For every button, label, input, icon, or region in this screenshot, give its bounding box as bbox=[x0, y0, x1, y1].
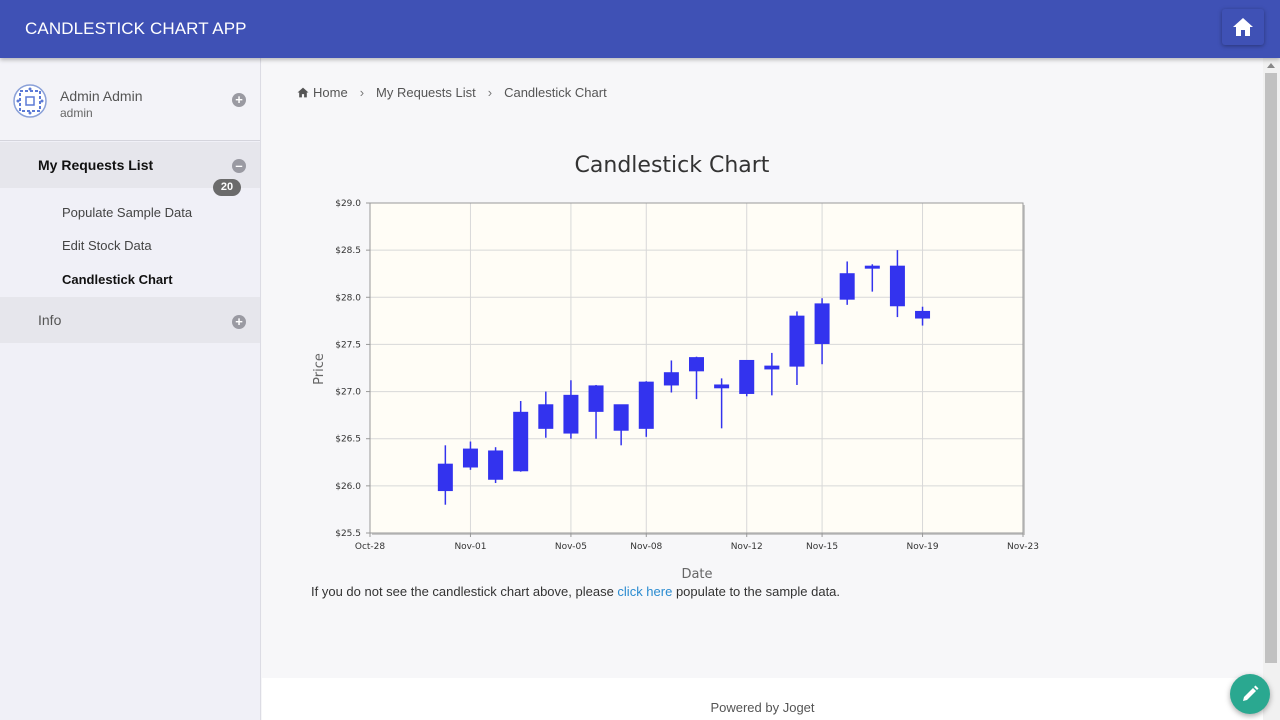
y-tick-label: $29.0 bbox=[335, 199, 361, 209]
candle-body bbox=[714, 384, 730, 389]
category-label: My Requests List bbox=[38, 157, 154, 173]
plot-border bbox=[369, 202, 1024, 534]
candle-body bbox=[513, 411, 529, 472]
home-icon bbox=[1233, 18, 1253, 36]
candle-body bbox=[462, 448, 478, 468]
chevron-right-icon: › bbox=[487, 85, 493, 100]
y-tick-label: $28.5 bbox=[335, 246, 361, 256]
y-tick-label: $25.5 bbox=[335, 529, 361, 539]
candle-body bbox=[915, 310, 931, 319]
populate-data-link[interactable]: click here bbox=[617, 584, 673, 599]
chevron-right-icon: › bbox=[359, 85, 365, 100]
app-title: CANDLESTICK CHART APP bbox=[25, 19, 247, 38]
x-tick-label: Nov-08 bbox=[630, 542, 662, 552]
candlestick-chart: Candlestick Chart $25.5 $26.0 $26.5 $27.0 $2… bbox=[312, 153, 1039, 580]
top-bar: CANDLESTICK CHART APP bbox=[0, 0, 1280, 58]
candle-body bbox=[488, 450, 504, 480]
x-tick-label: Oct-28 bbox=[355, 542, 386, 552]
breadcrumb-home-link[interactable]: Home bbox=[313, 85, 348, 100]
user-username: admin bbox=[60, 106, 93, 120]
candle-body bbox=[864, 265, 880, 269]
sidebar: Admin Admin admin + My Requests List – P… bbox=[0, 58, 261, 720]
home-icon bbox=[297, 87, 309, 98]
note-text-after: populate to the sample data. bbox=[672, 584, 841, 599]
candle-body bbox=[613, 404, 629, 431]
candle-body bbox=[889, 265, 905, 307]
x-tick-label: Nov-01 bbox=[454, 542, 486, 552]
sidebar-category-my-requests-list[interactable]: My Requests List – bbox=[0, 142, 260, 188]
x-tick-label: Nov-19 bbox=[907, 542, 939, 552]
count-badge: 20 bbox=[213, 179, 241, 196]
expand-plus-icon[interactable]: + bbox=[232, 315, 246, 329]
candle-body bbox=[689, 357, 704, 372]
candle-body bbox=[839, 273, 855, 300]
sample-data-note: If you do not see the candlestick chart … bbox=[311, 584, 840, 599]
y-tick-label: $26.0 bbox=[335, 482, 361, 492]
breadcrumb: Home › My Requests List › Candlestick Ch… bbox=[297, 85, 607, 100]
y-tick-label: $27.5 bbox=[335, 340, 361, 350]
sidebar-item-edit-stock-data[interactable]: Edit Stock Data bbox=[62, 238, 152, 253]
candle-body bbox=[538, 404, 554, 429]
x-tick-label: Nov-12 bbox=[731, 542, 763, 552]
candle-body bbox=[739, 359, 755, 394]
x-tick-label: Nov-23 bbox=[1007, 542, 1039, 552]
collapse-minus-icon[interactable]: – bbox=[232, 159, 246, 173]
sidebar-item-candlestick-chart[interactable]: Candlestick Chart bbox=[62, 272, 173, 287]
candle-body bbox=[814, 303, 830, 344]
sidebar-category-info[interactable]: Info + bbox=[0, 297, 260, 343]
candle-body bbox=[764, 365, 780, 370]
candle-body bbox=[638, 381, 654, 429]
pencil-icon bbox=[1243, 685, 1259, 701]
candle-body bbox=[663, 372, 679, 386]
edit-fab-button[interactable] bbox=[1230, 674, 1270, 714]
x-tick-label: Nov-05 bbox=[555, 542, 587, 552]
sidebar-item-populate-sample-data[interactable]: Populate Sample Data bbox=[62, 205, 193, 220]
y-axis-label: Price bbox=[312, 353, 327, 385]
y-tick-label: $26.5 bbox=[335, 435, 361, 445]
x-tick-label: Nov-15 bbox=[806, 542, 838, 552]
candle-body bbox=[437, 463, 453, 492]
scroll-up-arrow-icon[interactable] bbox=[1267, 63, 1275, 68]
category-label: Info bbox=[38, 312, 62, 328]
avatar bbox=[13, 84, 47, 118]
candle-body bbox=[563, 394, 579, 434]
user-profile[interactable]: Admin Admin admin + bbox=[0, 58, 260, 141]
breadcrumb-my-requests-link[interactable]: My Requests List bbox=[376, 85, 476, 100]
user-expand-plus-icon[interactable]: + bbox=[232, 93, 246, 107]
footer-text: Powered by Joget bbox=[710, 700, 815, 715]
candle-body bbox=[789, 315, 805, 367]
scrollbar-thumb[interactable] bbox=[1265, 73, 1277, 663]
note-text-before: If you do not see the candlestick chart … bbox=[311, 584, 618, 599]
candle-body bbox=[588, 385, 604, 412]
breadcrumb-current: Candlestick Chart bbox=[504, 85, 607, 100]
y-tick-label: $27.0 bbox=[335, 388, 361, 398]
y-tick-label: $28.0 bbox=[335, 293, 361, 303]
home-button[interactable] bbox=[1222, 9, 1264, 45]
x-axis-label: Date bbox=[681, 567, 712, 580]
chart-title: Candlestick Chart bbox=[575, 153, 770, 178]
user-name: Admin Admin bbox=[60, 88, 143, 104]
footer: Powered by Joget bbox=[262, 678, 1263, 720]
